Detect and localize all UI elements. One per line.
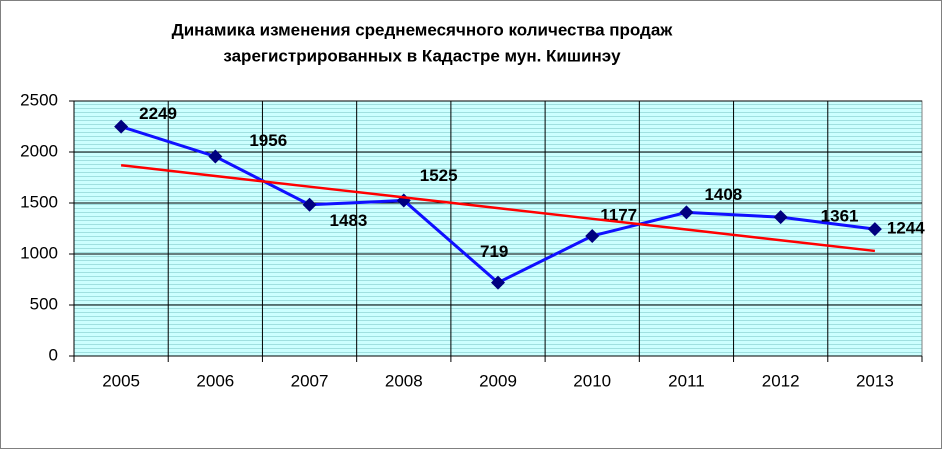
value-label: 1408 bbox=[704, 185, 742, 204]
marker bbox=[585, 228, 600, 243]
marker bbox=[867, 222, 882, 237]
marker bbox=[114, 119, 129, 134]
y-tick-label: 500 bbox=[30, 294, 58, 313]
x-tick-label: 2009 bbox=[479, 371, 517, 390]
x-tick-label: 2011 bbox=[668, 371, 705, 390]
chart-title: Динамика изменения среднемесячного колич… bbox=[172, 20, 674, 39]
x-tick-label: 2012 bbox=[762, 371, 800, 390]
value-label: 719 bbox=[480, 242, 508, 261]
y-tick-label: 1500 bbox=[20, 192, 58, 211]
value-label: 1244 bbox=[887, 219, 925, 238]
value-label: 1361 bbox=[821, 207, 859, 226]
x-tick-label: 2010 bbox=[573, 371, 611, 390]
y-tick-label: 1000 bbox=[20, 243, 58, 262]
marker bbox=[302, 197, 317, 212]
plot-area bbox=[73, 100, 923, 357]
x-tick-label: 2013 bbox=[856, 371, 894, 390]
x-tick-label: 2007 bbox=[291, 371, 329, 390]
x-tick-label: 2005 bbox=[102, 371, 140, 390]
marker bbox=[491, 275, 505, 290]
trend-line bbox=[120, 164, 876, 253]
x-tick-label: 2006 bbox=[196, 371, 234, 390]
chart-title: зарегистрированных в Кадастре мун. Кишин… bbox=[223, 46, 621, 65]
marker bbox=[679, 205, 694, 220]
y-tick-label: 2000 bbox=[20, 141, 58, 160]
y-tick-label: 2500 bbox=[20, 90, 58, 109]
y-tick-label: 0 bbox=[49, 345, 58, 364]
value-label: 1483 bbox=[330, 211, 368, 230]
value-label: 1525 bbox=[420, 166, 458, 185]
x-tick-label: 2008 bbox=[385, 371, 423, 390]
value-label: 1956 bbox=[249, 131, 287, 150]
marker bbox=[773, 210, 788, 225]
marker bbox=[208, 149, 223, 164]
value-label: 2249 bbox=[139, 104, 177, 123]
